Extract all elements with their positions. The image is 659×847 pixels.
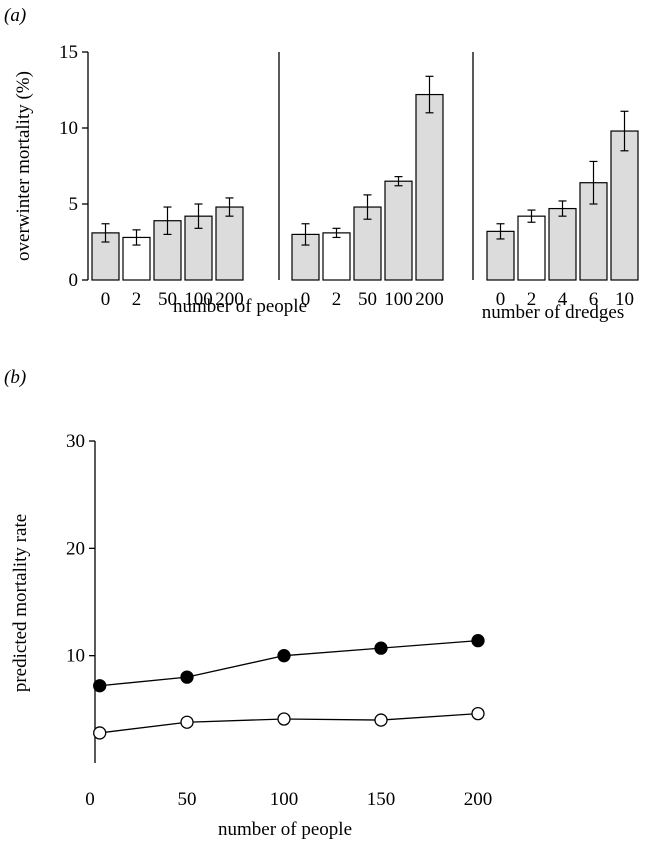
x-tick-label: 0 bbox=[85, 789, 95, 810]
y-tick-label: 0 bbox=[69, 270, 79, 291]
y-tick-label: 15 bbox=[59, 42, 78, 63]
x-tick-label: 50 bbox=[358, 289, 377, 310]
x-tick-label: 2 bbox=[332, 289, 342, 310]
bar bbox=[518, 216, 545, 280]
data-point-open bbox=[472, 708, 484, 720]
x-tick-label: 2 bbox=[132, 289, 142, 310]
y-tick-label: 5 bbox=[69, 194, 79, 215]
y-tick-label: 30 bbox=[66, 431, 85, 452]
x-tick-label: 0 bbox=[301, 289, 311, 310]
line-chart: predicted mortality rate number of peopl… bbox=[10, 431, 492, 840]
bar bbox=[549, 209, 576, 280]
bar-chart-people-2: 0 2 50 100 200 bbox=[279, 52, 444, 310]
panel-label-a: (a) bbox=[4, 5, 26, 26]
x-tick-label: 10 bbox=[615, 289, 634, 310]
x-tick-label: 0 bbox=[496, 289, 506, 310]
data-point-filled bbox=[94, 680, 106, 692]
bar bbox=[416, 95, 443, 280]
data-point-filled bbox=[375, 642, 387, 654]
bar-chart-dredges: number of dredges 0 2 4 6 10 bbox=[473, 52, 638, 323]
bar bbox=[323, 233, 350, 280]
x-tick-label: 150 bbox=[367, 789, 396, 810]
line-chart-ylabel: predicted mortality rate bbox=[10, 514, 31, 692]
x-tick-label: 200 bbox=[464, 789, 493, 810]
line-chart-xlabel: number of people bbox=[218, 819, 352, 840]
x-tick-label: 50 bbox=[158, 289, 177, 310]
y-tick-label: 10 bbox=[59, 118, 78, 139]
x-tick-label: 100 bbox=[184, 289, 213, 310]
y-tick-label: 10 bbox=[66, 646, 85, 667]
x-tick-label: 2 bbox=[527, 289, 537, 310]
data-point-open bbox=[181, 716, 193, 728]
data-point-filled bbox=[278, 650, 290, 662]
data-point-open bbox=[94, 727, 106, 739]
bar-chart-1-ylabel: overwinter mortality (%) bbox=[13, 71, 34, 261]
x-tick-label: 100 bbox=[270, 789, 299, 810]
x-tick-label: 4 bbox=[558, 289, 568, 310]
x-tick-label: 200 bbox=[215, 289, 244, 310]
x-tick-label: 50 bbox=[178, 789, 197, 810]
x-tick-label: 0 bbox=[101, 289, 111, 310]
bar bbox=[216, 207, 243, 280]
data-point-open bbox=[278, 713, 290, 725]
bar bbox=[611, 131, 638, 280]
bar bbox=[385, 181, 412, 280]
x-tick-label: 100 bbox=[384, 289, 413, 310]
data-point-filled bbox=[472, 635, 484, 647]
bar-chart-people-1: overwinter mortality (%) number of peopl… bbox=[13, 42, 307, 317]
panel-label-b: (b) bbox=[4, 367, 26, 388]
series-line-filled bbox=[100, 641, 478, 686]
y-tick-label: 20 bbox=[66, 538, 85, 559]
x-tick-label: 200 bbox=[415, 289, 444, 310]
x-tick-label: 6 bbox=[589, 289, 599, 310]
data-point-filled bbox=[181, 671, 193, 683]
data-point-open bbox=[375, 714, 387, 726]
